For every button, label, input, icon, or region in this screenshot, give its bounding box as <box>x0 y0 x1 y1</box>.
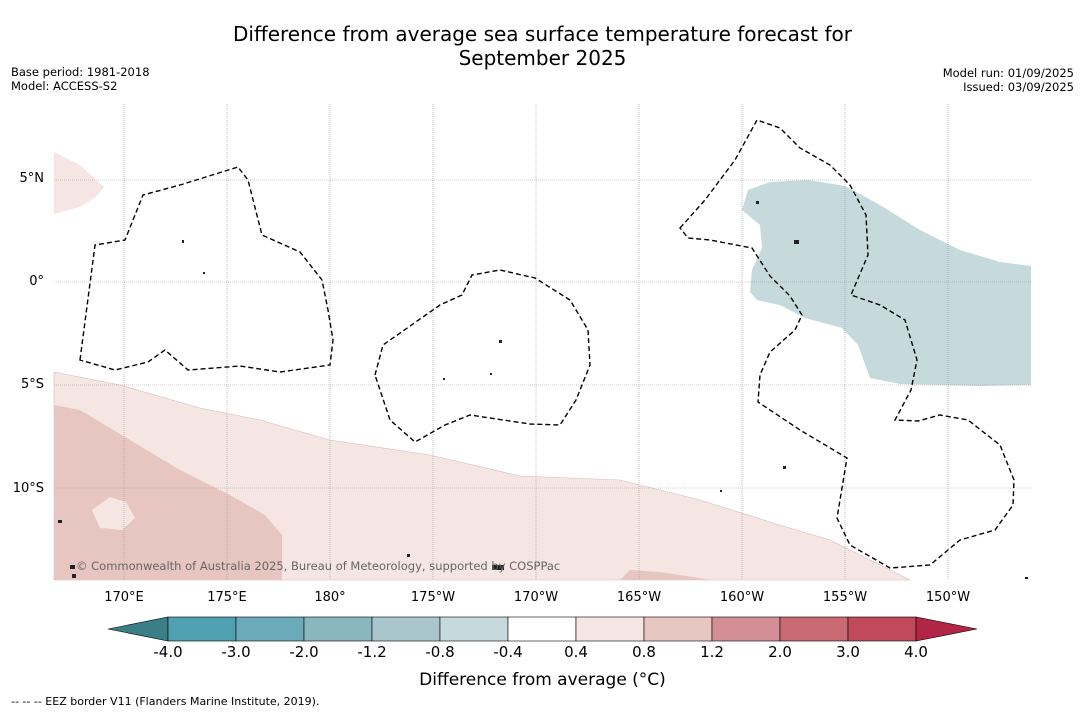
lat-label-0: 0° <box>29 274 44 289</box>
lat-label-10s: 10°S <box>12 481 44 496</box>
lon-label-175e: 175°E <box>207 590 247 605</box>
eez-phoenix <box>374 269 591 443</box>
colorbar-tick-label: -3.0 <box>221 643 251 661</box>
colorbar-bin <box>303 616 373 642</box>
lat-label-5n: 5°N <box>19 171 45 186</box>
copyright-credit: © Commonwealth of Australia 2025, Bureau… <box>76 559 561 573</box>
colorbar-tick-label: 4.0 <box>904 643 928 661</box>
lon-label-155w: 155°W <box>822 590 868 605</box>
colorbar-label: Difference from average (°C) <box>419 670 666 690</box>
eez-borders <box>79 119 1015 569</box>
colorbar-tick-label: -1.2 <box>357 643 387 661</box>
colorbar-tick-label: -0.4 <box>493 643 523 661</box>
colorbar-bin <box>371 616 441 642</box>
title-line-1: Difference from average sea surface temp… <box>232 22 852 46</box>
chart-title: Difference from average sea surface temp… <box>0 22 1085 70</box>
issued-date: Issued: 03/09/2025 <box>963 80 1074 94</box>
cool-anomaly-east <box>742 180 1031 386</box>
colorbar-tick-label: 0.4 <box>564 643 588 661</box>
lon-label-165w: 165°W <box>616 590 662 605</box>
warmer-anomaly-sw <box>54 405 282 580</box>
colorbar-extend-low <box>107 616 169 642</box>
colorbar-bin <box>507 616 577 642</box>
lon-label-180: 180° <box>314 590 346 605</box>
warmer-anomaly-south-edge <box>620 570 710 580</box>
colorbar-extend-high <box>915 616 978 642</box>
colorbar-tick-label: 1.2 <box>700 643 724 661</box>
colorbar-tick-label: -4.0 <box>153 643 183 661</box>
colorbar-bin <box>779 616 849 642</box>
model-run: Model run: 01/09/2025 <box>942 66 1074 80</box>
colorbar-bin <box>643 616 713 642</box>
colorbar-tick-label: 2.0 <box>768 643 792 661</box>
eez-legend-footnote: -- -- -- EEZ border V11 (Flanders Marine… <box>11 695 320 708</box>
lon-label-150w: 150°W <box>925 590 971 605</box>
colorbar-tick-label: 0.8 <box>632 643 656 661</box>
colorbar-tick-label: 3.0 <box>836 643 860 661</box>
lon-label-160w: 160°W <box>719 590 765 605</box>
colorbar-bin <box>167 616 237 642</box>
islands <box>58 201 1028 579</box>
eez-tuvalu <box>79 166 334 373</box>
lon-label-170w: 170°W <box>513 590 559 605</box>
title-line-2: September 2025 <box>458 46 627 70</box>
meta-left: Base period: 1981-2018 Model: ACCESS-S2 <box>11 65 150 93</box>
colorbar-bin <box>235 616 305 642</box>
base-period: Base period: 1981-2018 <box>11 65 150 79</box>
warm-anomaly-nw <box>54 152 104 214</box>
colorbar <box>107 616 978 642</box>
colorbar-bin <box>575 616 645 642</box>
colorbar-tick-label: -2.0 <box>289 643 319 661</box>
lon-label-170e: 170°E <box>104 590 144 605</box>
lon-label-175w: 175°W <box>410 590 456 605</box>
model-name: Model: ACCESS-S2 <box>11 79 118 93</box>
eez-line-islands <box>679 119 1015 569</box>
warm-pocket <box>92 497 135 530</box>
colorbar-bin <box>439 616 509 642</box>
lat-label-5s: 5°S <box>20 377 44 392</box>
colorbar-bin <box>711 616 781 642</box>
colorbar-tick-label: -0.8 <box>425 643 455 661</box>
meta-right: Model run: 01/09/2025 Issued: 03/09/2025 <box>943 66 1074 94</box>
colorbar-bin <box>847 616 917 642</box>
